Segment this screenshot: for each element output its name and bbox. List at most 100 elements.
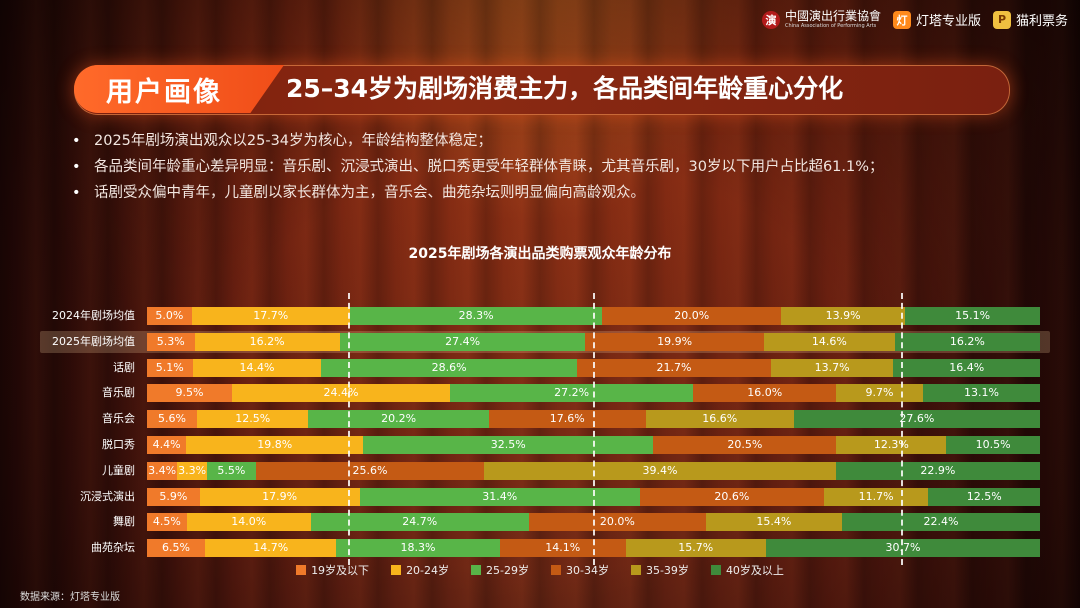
data-label: 13.7%: [814, 360, 850, 374]
legend-label: 40岁及以上: [725, 564, 784, 577]
data-label: 18.3%: [400, 541, 436, 555]
bar-segment: [147, 410, 197, 429]
data-label: 30.7%: [885, 541, 921, 555]
data-label: 10.5%: [975, 438, 1011, 451]
bar-segment: [645, 410, 794, 429]
bar-segment: [484, 461, 836, 480]
data-label: 16.2%: [249, 334, 285, 348]
data-label: 12.5%: [235, 412, 271, 426]
bar-segment: [905, 307, 1040, 325]
category-label: 曲苑杂坛: [91, 541, 135, 555]
chart-title: 2025年剧场各演出品类购票观众年龄分布: [408, 246, 672, 262]
data-label: 20.0%: [674, 309, 710, 322]
category-label: 舞剧: [113, 515, 135, 529]
cap-logo-icon: 演: [761, 10, 780, 29]
data-label: 27.6%: [899, 412, 935, 426]
data-label: 16.0%: [747, 386, 783, 400]
dengta-logo: 灯 灯塔专业版: [892, 10, 981, 29]
bar-segment: [363, 436, 654, 454]
bullet-1: 2025年剧场演出观众以25-34岁为核心，年龄结构整体稳定；: [72, 128, 1032, 154]
data-label: 3.4%: [148, 463, 177, 477]
bar-segment: [639, 487, 824, 506]
data-label: 5.1%: [155, 360, 184, 374]
bar-segment: [231, 384, 451, 403]
legend-item: 30-34岁: [551, 562, 609, 578]
data-label: 19.9%: [657, 334, 693, 348]
category-label: 音乐会: [102, 412, 135, 426]
logo-bar: 演 中國演出行業協會 China Association of Performi…: [761, 10, 1068, 29]
bar-segment: [192, 358, 322, 377]
bar-segment: [147, 539, 206, 558]
legend-item: 19岁及以下: [296, 562, 369, 578]
section-tag: 用户画像: [74, 65, 284, 113]
data-label: 19.8%: [257, 438, 293, 451]
data-label: 3.3%: [178, 463, 207, 477]
data-label: 32.5%: [490, 438, 526, 451]
data-label: 31.4%: [482, 489, 518, 503]
bar-segment: [186, 513, 311, 532]
data-label: 14.4%: [239, 360, 275, 374]
data-label: 14.6%: [811, 334, 847, 348]
legend-label: 25-29岁: [486, 564, 529, 577]
legend-item: 40岁及以上: [710, 562, 784, 578]
bar-segment: [199, 487, 360, 506]
category-label: 儿童剧: [102, 463, 135, 477]
bar-segment: [576, 358, 771, 377]
bar-segment: [308, 410, 489, 429]
bar-segment: [321, 358, 577, 377]
bar-segment: [705, 513, 842, 532]
legend-item: 35-39岁: [630, 562, 689, 578]
bar-segment: [836, 436, 947, 454]
data-label: 28.3%: [458, 309, 494, 322]
legend-label: 35-39岁: [645, 564, 689, 577]
data-label: 15.1%: [955, 309, 991, 322]
data-label: 5.9%: [159, 489, 188, 503]
summary-bullets: 2025年剧场演出观众以25-34岁为核心，年龄结构整体稳定； 各品类间年龄重心…: [72, 128, 1032, 206]
data-label: 14.0%: [231, 515, 267, 529]
reference-line: [592, 293, 595, 566]
bar-segment: [765, 539, 1040, 558]
bar-segment: [835, 461, 1040, 480]
data-label: 17.6%: [549, 412, 585, 426]
cap-logo: 演 中國演出行業協會 China Association of Performi…: [761, 10, 881, 29]
data-label: 15.7%: [678, 541, 714, 555]
reference-line: [347, 293, 350, 566]
data-label: 14.7%: [253, 541, 289, 555]
category-label: 沉浸式演出: [80, 489, 135, 503]
legend-swatch: [391, 565, 402, 575]
data-label: 17.9%: [262, 489, 298, 503]
bar-segment: [781, 307, 906, 325]
bar-segment: [186, 436, 364, 454]
bar-segment: [194, 332, 340, 351]
bar-segment: [893, 358, 1040, 377]
bar-segment: [922, 384, 1040, 403]
data-label: 16.2%: [949, 334, 985, 348]
data-label: 24.4%: [323, 386, 359, 400]
legend-swatch: [471, 565, 482, 575]
bullet-3: 话剧受众偏中青年，儿童剧以家长群体为主，音乐会、曲苑杂坛则明显偏向高龄观众。: [72, 180, 1032, 206]
bar-segment: [339, 332, 586, 351]
bar-segment: [206, 461, 256, 480]
bar-segment: [191, 307, 350, 325]
category-label: 话剧: [113, 360, 135, 374]
data-label: 27.2%: [554, 386, 590, 400]
reference-line: [900, 293, 903, 566]
page-title: 25–34岁为剧场消费主力，各品类间年龄重心分化: [286, 74, 844, 103]
bar-segment: [147, 358, 193, 377]
bullet-2: 各品类间年龄重心差异明显：音乐剧、沉浸式演出、脱口秀更受年轻群体青睐，尤其音乐剧…: [72, 154, 1032, 180]
bar-segment: [255, 461, 485, 480]
chart-legend: 19岁及以下 20-24岁 25-29岁 30-34岁 35-39岁 40岁及以上: [0, 562, 1080, 578]
xiuli-logo: P 猫利票务: [992, 10, 1068, 29]
legend-swatch: [630, 565, 641, 575]
bar-segment: [147, 461, 178, 480]
data-label: 13.1%: [963, 386, 999, 400]
bar-segment: [177, 461, 207, 480]
bar-segment: [770, 358, 894, 377]
data-label: 17.7%: [253, 309, 289, 322]
data-source: 数据来源：灯塔专业版: [20, 592, 120, 603]
data-label: 4.4%: [152, 438, 181, 451]
bar-segment: [625, 539, 766, 558]
data-label: 5.0%: [155, 309, 184, 322]
data-label: 24.7%: [402, 515, 438, 529]
bar-segment: [763, 332, 895, 351]
